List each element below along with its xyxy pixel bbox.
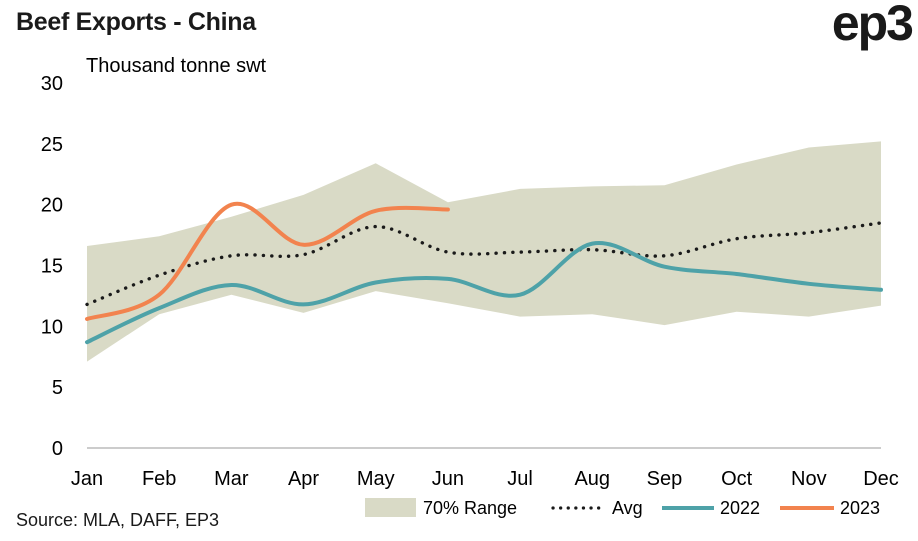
range-band-area <box>87 141 881 362</box>
source-note: Source: MLA, DAFF, EP3 <box>16 510 220 530</box>
x-tick-label: Sep <box>647 468 683 490</box>
x-tick-label: Nov <box>791 468 827 490</box>
y-tick-label: 25 <box>41 134 63 156</box>
x-tick-label: Jan <box>71 468 103 490</box>
x-tick-label: Jun <box>432 468 464 490</box>
legend-range-swatch <box>365 498 416 517</box>
series-layer <box>85 201 883 345</box>
y-tick-labels: 0 5 10 15 20 25 30 <box>41 73 63 460</box>
y-tick-label: 20 <box>41 195 63 217</box>
x-tick-label: Apr <box>288 468 319 490</box>
y-tick-label: 30 <box>41 73 63 95</box>
ep3-logo: ep3 <box>831 0 914 51</box>
x-tick-label: Jul <box>507 468 533 490</box>
series-line-avg <box>85 221 883 307</box>
x-tick-labels: Jan Feb Mar Apr May Jun Jul Aug Sep Oct Nov Dec <box>71 468 899 490</box>
y-tick-label: 15 <box>41 256 63 278</box>
range-band-layer <box>87 141 881 362</box>
x-tick-label: Mar <box>214 468 249 490</box>
x-tick-label: May <box>357 468 395 490</box>
x-tick-label: Feb <box>142 468 176 490</box>
series-line-2022 <box>85 240 883 345</box>
chart-title: Beef Exports - China <box>16 8 256 36</box>
series-line-2023 <box>85 201 450 321</box>
x-tick-label: Dec <box>863 468 899 490</box>
y-tick-label: 0 <box>52 438 63 460</box>
y-axis-label: Thousand tonne swt <box>86 55 267 77</box>
legend-range-label: 70% Range <box>423 498 517 518</box>
y-tick-label: 5 <box>52 377 63 399</box>
x-tick-label: Oct <box>721 468 753 490</box>
legend-2022-label: 2022 <box>720 498 760 518</box>
x-tick-label: Aug <box>574 468 610 490</box>
y-tick-label: 10 <box>41 316 63 338</box>
legend-avg-label: Avg <box>612 498 643 518</box>
legend-2023-label: 2023 <box>840 498 880 518</box>
chart-legend: 70% Range Avg 2022 2023 <box>365 498 880 518</box>
